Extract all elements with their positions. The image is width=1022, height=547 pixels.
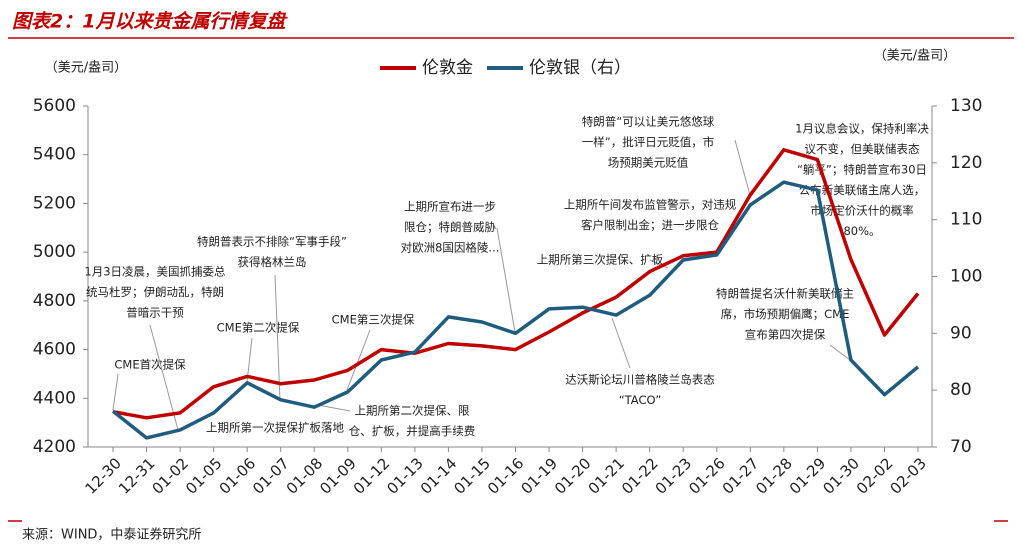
annotation: 上期所第三次提保、扩板: [537, 253, 664, 267]
annotation: 上期所第二次提保、限: [355, 404, 470, 418]
y-tick-label: 5600: [33, 96, 76, 116]
y-tick-label: 5200: [33, 193, 76, 213]
x-tick-label: 01-02: [149, 454, 193, 498]
x-tick-label: 01-20: [551, 454, 595, 498]
y2-tick-label: 100: [950, 267, 982, 287]
annotation: 席，市场预期偏鹰；CME: [721, 307, 850, 321]
annotation: 上期所第一次提保扩板落地: [206, 421, 344, 435]
x-tick-label: 01-14: [417, 454, 461, 498]
source: 来源：WIND，中泰证券研究所: [22, 527, 201, 543]
annotation: 上期所宣布进一步: [404, 200, 496, 214]
annotation-leader: [246, 337, 253, 383]
x-tick-label: 01-12: [350, 454, 394, 498]
x-tick-label: 01-27: [719, 454, 763, 498]
annotation: 达沃斯论坛川普格陵兰岛表态: [565, 373, 715, 387]
y-tick-label: 5000: [33, 242, 76, 262]
annotation: 上期所午间发布监管警示，对违规: [564, 198, 737, 212]
annotation: 客户限制出金；进一步限仓: [581, 218, 719, 232]
y2-tick-label: 120: [950, 153, 982, 173]
annotation: 宣布第四次提保: [745, 328, 826, 342]
annotation-leader: [317, 404, 351, 412]
legend-label: 伦敦金: [422, 58, 473, 78]
x-tick-label: 01-29: [786, 454, 830, 498]
annotation: 特朗普表示不排除“军事手段”: [197, 235, 347, 249]
annotation: 一样”，批评日元贬值，市: [582, 135, 714, 149]
series-line: [111, 180, 920, 440]
annotation: 普暗示干预: [126, 306, 184, 320]
y-tick-label: 4800: [33, 291, 76, 311]
x-tick-label: 01-09: [316, 454, 360, 498]
y-tick-label: 4200: [33, 437, 76, 457]
annotation: 80%。: [843, 224, 880, 238]
y2-tick-label: 80: [950, 380, 972, 400]
annotation: CME首次提保: [114, 358, 186, 372]
annotation: 限仓；特朗普威胁: [404, 220, 496, 234]
x-tick-label: 01-13: [383, 454, 427, 498]
y2-tick-label: 110: [950, 210, 982, 230]
annotation-leader: [649, 259, 669, 269]
x-tick-label: 12-31: [115, 454, 159, 498]
x-tick-label: 01-15: [450, 454, 494, 498]
y2-tick-label: 90: [950, 323, 972, 343]
x-tick-label: 01-22: [618, 454, 662, 498]
annotation: CME第二次提保: [217, 321, 300, 335]
annotation: 市场定价沃什的概率: [810, 204, 914, 218]
x-tick-label: 01-07: [249, 454, 293, 498]
annotation-leader: [112, 373, 119, 411]
x-tick-label: 02-03: [886, 454, 930, 498]
x-tick-label: 01-21: [585, 454, 629, 498]
x-tick-label: 12-30: [81, 454, 125, 498]
annotation: 获得格林兰岛: [238, 255, 307, 269]
x-tick-label: 01-23: [652, 454, 696, 498]
y2-tick-label: 70: [950, 437, 972, 457]
y-tick-label: 5400: [33, 145, 76, 165]
annotation: “TACO”: [619, 393, 662, 407]
annotation-leader: [346, 329, 371, 391]
series-line: [112, 148, 920, 420]
annotation: 对欧洲8国因格陵...: [401, 241, 500, 255]
x-tick-label: 02-02: [853, 454, 897, 498]
x-tick-label: 01-19: [517, 454, 561, 498]
annotation-leader: [274, 274, 281, 401]
annotation: 1月议息会议，保持利率决: [795, 122, 929, 136]
x-tick-label: 01-16: [484, 454, 528, 498]
annotation: 议不变，但美联储表态: [805, 142, 920, 156]
y-tick-label: 4400: [33, 388, 76, 408]
legend-label: 伦敦银（右）: [529, 58, 631, 78]
annotation: 统马杜罗；伊朗动乱，特朗: [86, 285, 224, 299]
y-tick-label: 4600: [33, 340, 76, 360]
annotation: 场预期美元贬值: [608, 156, 689, 170]
x-tick-label: 01-05: [182, 454, 226, 498]
annotation: 1月3日凌晨，美国抓捕委总: [84, 265, 226, 279]
annotation-leader: [611, 317, 631, 369]
y2-axis-label: （美元/盎司）: [874, 49, 956, 64]
annotation: CME第三次提保: [332, 313, 415, 327]
y-axis-label: （美元/盎司）: [45, 61, 127, 76]
annotation-leader: [734, 139, 751, 196]
x-tick-label: 01-28: [752, 454, 796, 498]
x-tick-label: 01-30: [819, 454, 863, 498]
x-tick-label: 01-06: [216, 454, 260, 498]
annotation: 特朗普提名沃什新美联储主: [716, 287, 854, 301]
annotation: 仓、扩板，并提高手续费: [349, 424, 476, 438]
annotation-leader: [829, 344, 851, 361]
chart-title: 图表2：1月以来贵金属行情复盘: [12, 11, 288, 33]
x-tick-label: 01-08: [283, 454, 327, 498]
x-tick-label: 01-26: [685, 454, 729, 498]
annotation: 特朗普“可以让美元悠悠球: [582, 115, 715, 129]
annotation-leader: [496, 227, 516, 333]
y2-tick-label: 130: [950, 96, 982, 116]
annotation: “躺平”；特朗普宣布30日: [797, 163, 927, 177]
